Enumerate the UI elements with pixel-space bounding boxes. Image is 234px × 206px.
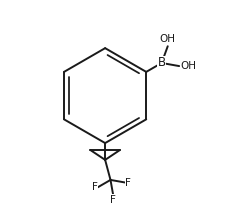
Text: F: F: [92, 182, 98, 192]
Text: F: F: [110, 194, 116, 205]
Text: F: F: [125, 178, 131, 187]
Text: B: B: [157, 56, 166, 69]
Text: OH: OH: [180, 61, 196, 71]
Text: OH: OH: [160, 34, 176, 44]
